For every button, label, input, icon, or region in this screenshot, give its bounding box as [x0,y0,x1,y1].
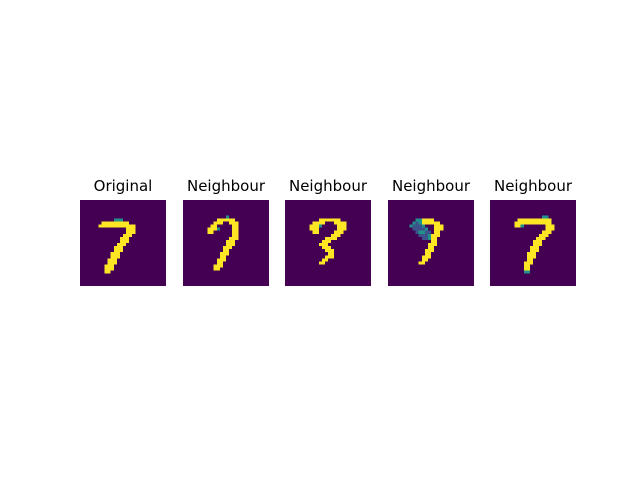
panel-original: Original [80,176,166,286]
digit-image-neighbour-1 [183,200,269,286]
panel-title: Neighbour [391,177,471,195]
panel-neighbour-2: Neighbour [285,176,371,286]
panel-neighbour-4: Neighbour [490,176,576,286]
digit-image-neighbour-3 [388,200,474,286]
panel-title: Neighbour [288,177,368,195]
digit-image-neighbour-2 [285,200,371,286]
panel-neighbour-3: Neighbour [388,176,474,286]
panel-title: Neighbour [493,177,573,195]
panel-neighbour-1: Neighbour [183,176,269,286]
panel-title: Neighbour [186,177,266,195]
digit-image-neighbour-4 [490,200,576,286]
panel-title: Original [93,177,153,195]
digit-image-original [80,200,166,286]
